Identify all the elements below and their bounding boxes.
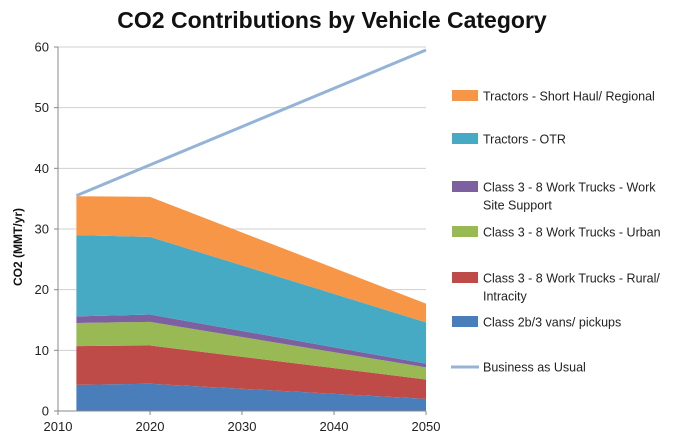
legend-label: Intracity: [483, 290, 528, 304]
legend-label: Class 3 - 8 Work Trucks - Urban: [483, 226, 661, 240]
y-tick-label: 60: [35, 40, 49, 55]
area-series-0: [76, 383, 427, 411]
y-tick-label: 40: [35, 161, 49, 176]
legend-label: Class 3 - 8 Work Trucks - Work: [483, 181, 656, 195]
legend-item: Tractors - Short Haul/ Regional: [452, 90, 655, 104]
legend-label: Site Support: [483, 199, 552, 213]
area-series-4: [76, 235, 427, 364]
legend-label: Tractors - OTR: [483, 133, 566, 147]
area-series-5: [76, 196, 427, 323]
legend-swatch: [452, 181, 478, 192]
legend-swatch: [452, 90, 478, 101]
legend-label: Tractors - Short Haul/ Regional: [483, 90, 655, 104]
area-series-2: [76, 321, 427, 380]
area-series-1: [76, 345, 427, 399]
y-tick-label: 20: [35, 282, 49, 297]
chart-title: CO2 Contributions by Vehicle Category: [117, 7, 547, 33]
legend-item: Class 3 - 8 Work Trucks - Work Site Suppo…: [452, 181, 656, 213]
line-series-0: [75, 48, 427, 198]
y-axis-title: CO2 (MMT/yr): [11, 208, 25, 286]
legend-swatch: [452, 226, 478, 237]
legend-label: Class 3 - 8 Work Trucks - Rural/: [483, 272, 660, 286]
legend-item: Class 3 - 8 Work Trucks - Rural/Intracit…: [452, 272, 660, 304]
x-tick-label: 2020: [136, 419, 165, 434]
y-tick-label: 50: [35, 100, 49, 115]
legend-swatch: [452, 272, 478, 283]
legend-item: Class 3 - 8 Work Trucks - Urban: [452, 226, 661, 240]
y-tick-label: 30: [35, 222, 49, 237]
x-tick-label: 2010: [44, 419, 73, 434]
y-tick-label: 10: [35, 343, 49, 358]
legend-item: Business as Usual: [451, 361, 586, 375]
legend-item: Class 2b/3 vans/ pickups: [452, 316, 621, 330]
x-tick-label: 2030: [228, 419, 257, 434]
legend-label: Business as Usual: [483, 361, 586, 375]
y-tick-label: 0: [42, 404, 49, 419]
legend-swatch: [452, 133, 478, 144]
legend-item: Tractors - OTR: [452, 133, 566, 147]
x-tick-label: 2040: [320, 419, 349, 434]
legend-swatch: [452, 316, 478, 327]
legend: Tractors - Short Haul/ Regional Tractors …: [451, 90, 661, 375]
x-tick-label: 2050: [412, 419, 441, 434]
line-series: [75, 48, 427, 198]
area-series-3: [76, 314, 427, 368]
legend-label: Class 2b/3 vans/ pickups: [483, 316, 621, 330]
stacked-areas: [76, 196, 427, 411]
